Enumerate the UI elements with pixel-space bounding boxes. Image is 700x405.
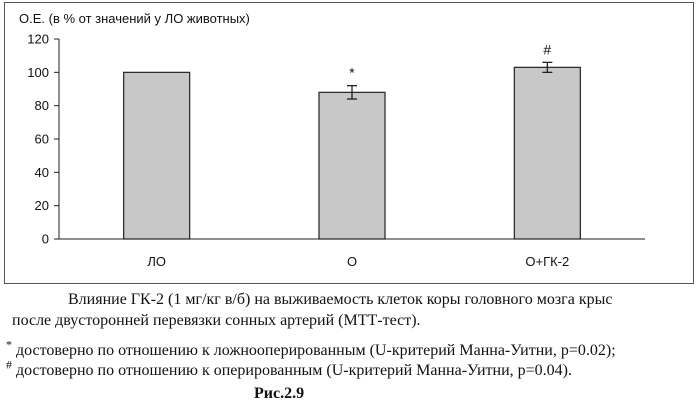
y-tick-label: 40 [35,165,49,180]
significance-mark: # [543,41,551,57]
y-tick-label: 20 [35,198,49,213]
x-tick-label: О+ГК-2 [525,254,569,269]
x-tick-label: О [347,254,357,269]
y-tick-label: 60 [35,132,49,147]
significance-mark: * [349,65,355,81]
y-tick-label: 0 [42,232,49,247]
bar [319,92,385,239]
x-tick-label: ЛО [147,254,166,269]
bar [514,67,580,239]
y-tick-label: 100 [27,65,49,80]
y-tick-label: 80 [35,98,49,113]
footnote-star: * достоверно по отношению к ложноопериро… [6,341,616,361]
footnote-star-text: достоверно по отношению к ложнооперирова… [12,342,616,359]
bar [124,72,190,239]
y-axis-label: О.Е. (в % от значений у ЛО животных) [19,11,250,26]
caption-line-1: Влияние ГК-2 (1 мг/кг в/б) на выживаемос… [68,290,612,310]
caption-line-2: после двусторонней перевязки сонных арте… [12,311,421,331]
figure-label: Рис.2.9 [254,385,304,403]
y-tick-label: 120 [27,32,49,47]
chart-frame: 0 20 40 60 80 100 120 ЛО * О # О+ГК-2 О.Е. (в % от … [4,2,694,284]
bar-chart: 0 20 40 60 80 100 120 ЛО * О # О+ГК-2 [5,3,693,283]
footnote-hash-text: достоверно по отношению к оперированным … [12,362,572,379]
footnote-hash: # достоверно по отношению к оперированны… [6,361,572,381]
